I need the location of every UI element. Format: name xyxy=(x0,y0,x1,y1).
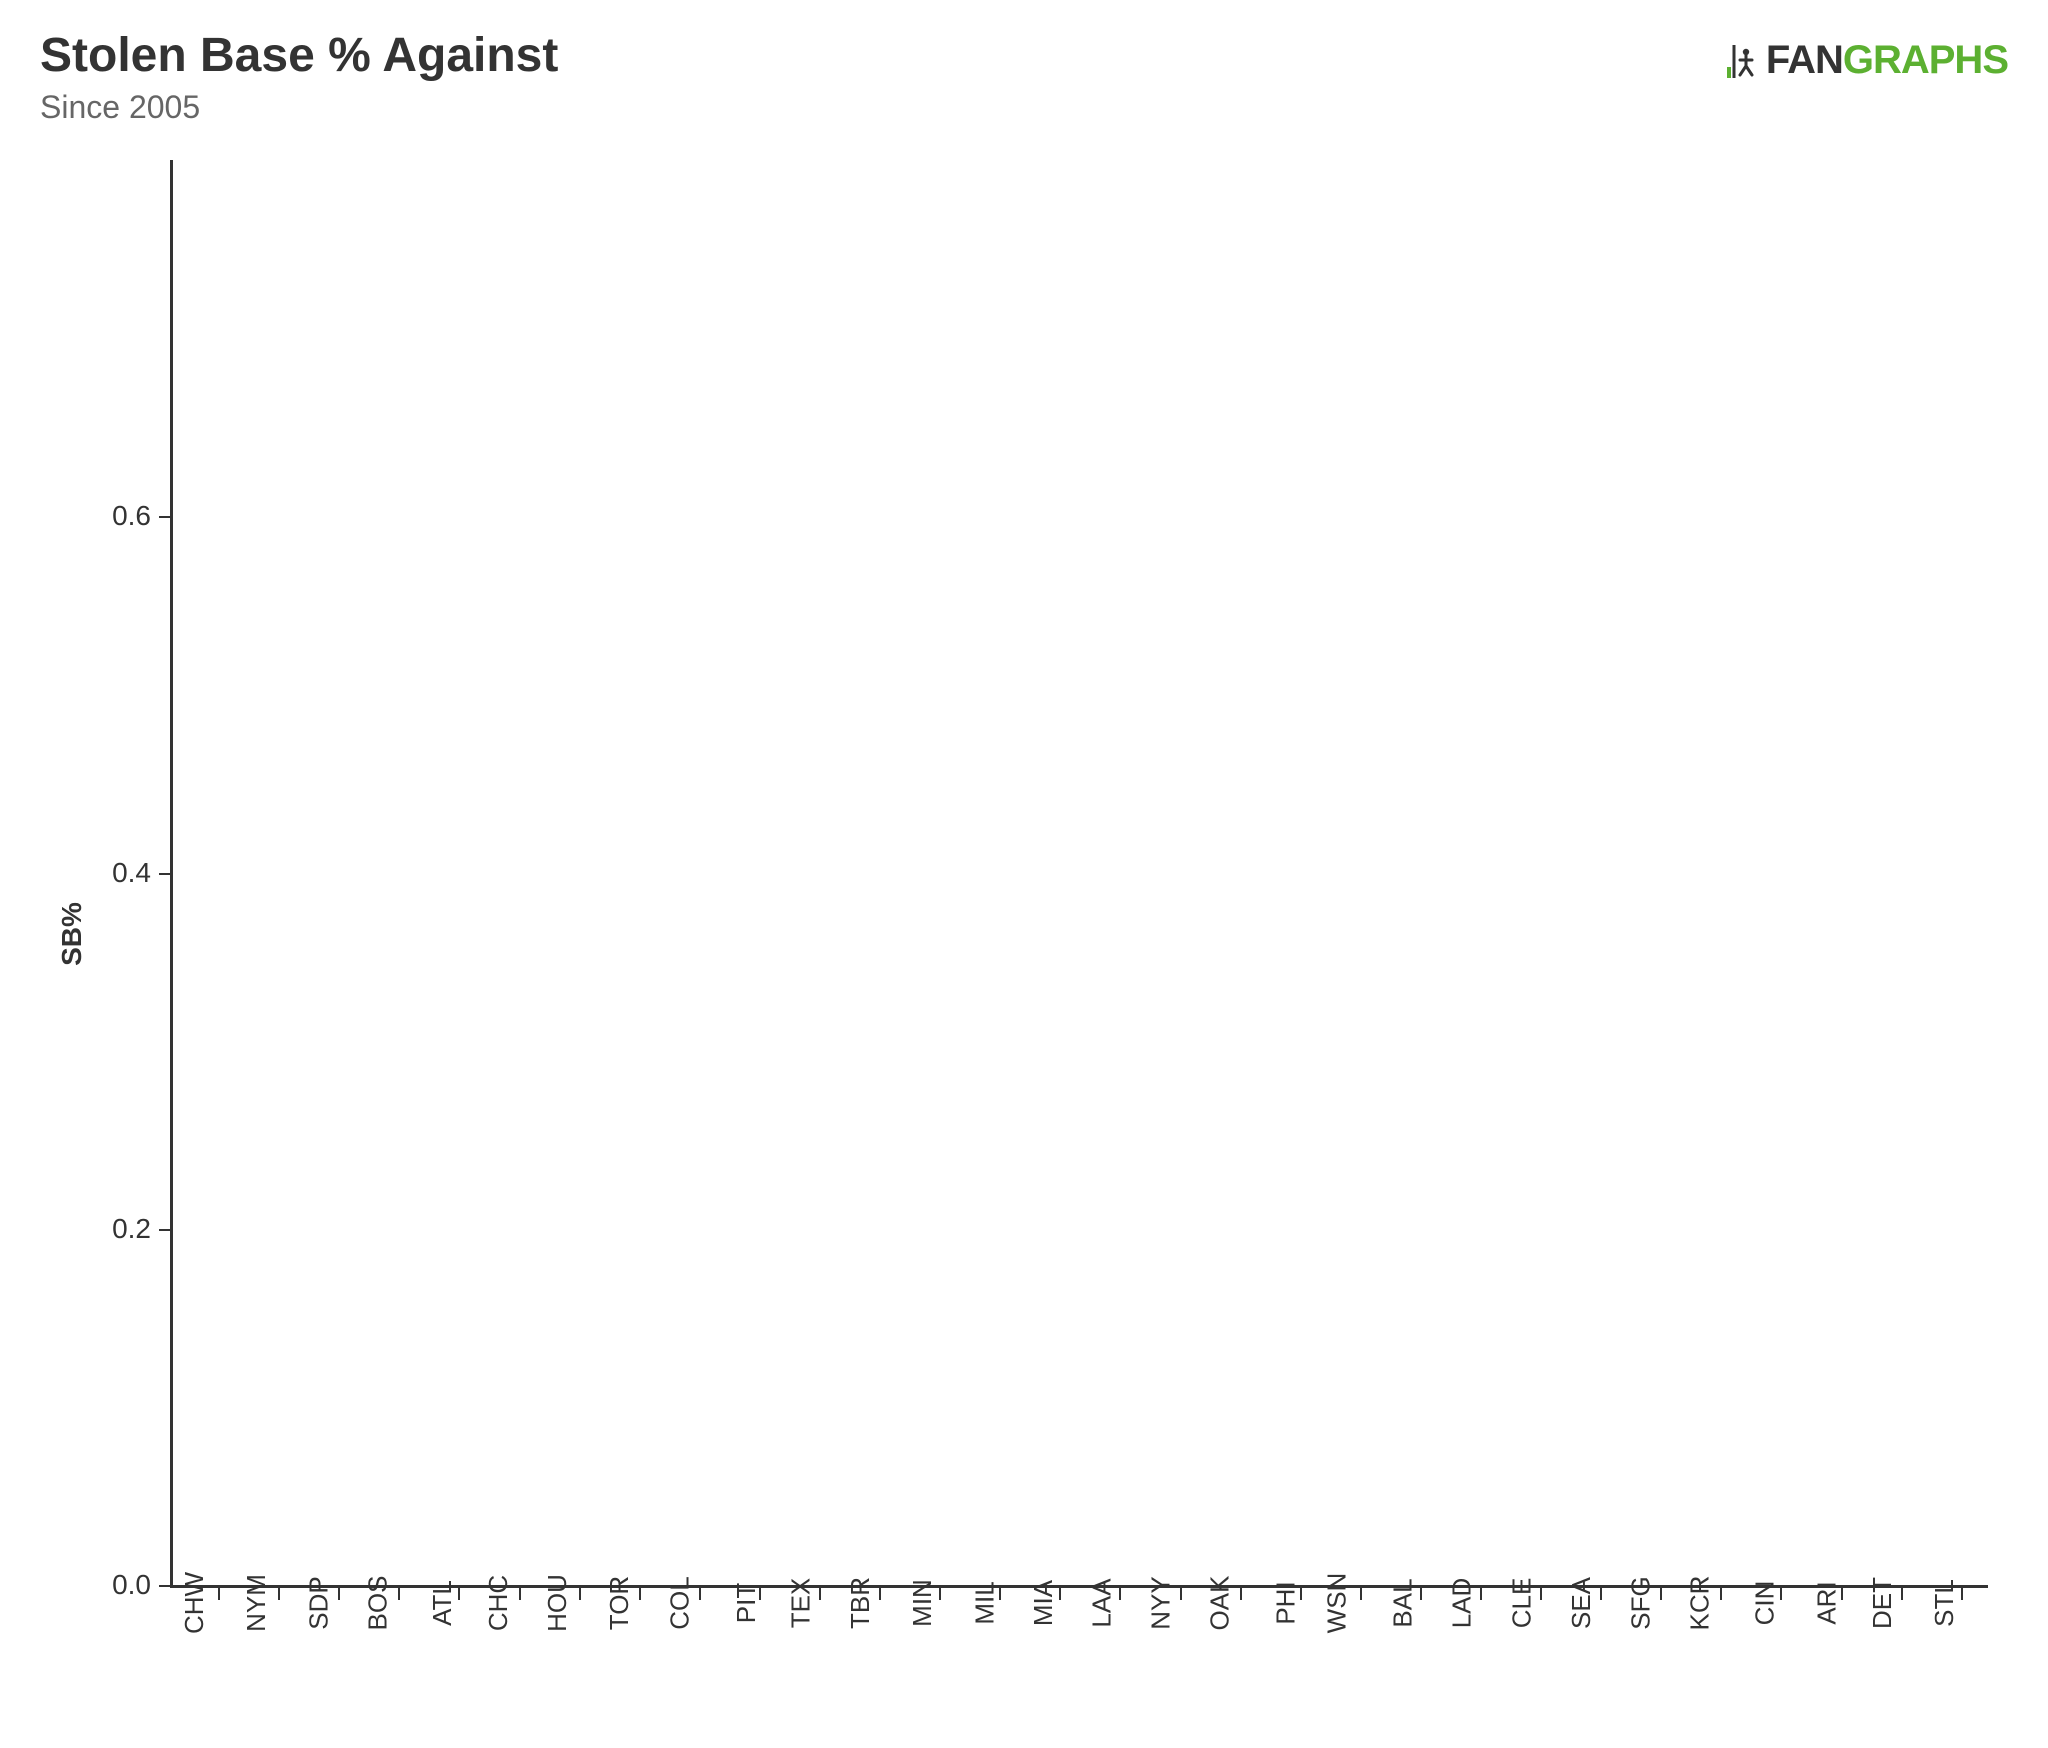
x-tick xyxy=(879,1588,881,1600)
x-tick xyxy=(1240,1588,1242,1600)
x-tick-label: ATL xyxy=(428,1580,459,1626)
x-tick-label: LAD xyxy=(1447,1578,1478,1629)
x-tick-label: BOS xyxy=(363,1576,394,1631)
x-tick-label: ARI xyxy=(1811,1581,1842,1624)
x-tick-label: NYM xyxy=(241,1574,272,1632)
fangraphs-logo: FANGRAPHS xyxy=(1726,38,2008,83)
x-tick-label: COL xyxy=(664,1576,695,1629)
logo-bar-icon xyxy=(1727,67,1731,78)
x-tick xyxy=(398,1588,400,1600)
x-tick-label: CLE xyxy=(1507,1578,1538,1629)
x-tick xyxy=(1059,1588,1061,1600)
y-tick-label: 0.2 xyxy=(112,1213,151,1245)
x-tick xyxy=(1660,1588,1662,1600)
y-tick-label: 0.6 xyxy=(112,500,151,532)
x-tick xyxy=(1180,1588,1182,1600)
x-tick xyxy=(1961,1588,1963,1600)
x-tick xyxy=(278,1588,280,1600)
x-tick-label: TBR xyxy=(845,1577,876,1629)
y-tick xyxy=(159,873,173,875)
x-tick-label: BAL xyxy=(1387,1578,1418,1627)
chart-title: Stolen Base % Against xyxy=(40,30,558,83)
x-tick xyxy=(1360,1588,1362,1600)
x-tick-label: OAK xyxy=(1204,1576,1235,1631)
y-axis-label: SB% xyxy=(56,902,88,966)
x-tick-label: CIN xyxy=(1750,1581,1781,1626)
x-tick-label: DET xyxy=(1867,1577,1898,1629)
x-tick xyxy=(1901,1588,1903,1600)
x-tick xyxy=(1540,1588,1542,1600)
y-tick xyxy=(159,516,173,518)
x-tick xyxy=(1600,1588,1602,1600)
y-tick-label: 0.4 xyxy=(112,857,151,889)
header: Stolen Base % Against Since 2005 FANGRAP… xyxy=(40,30,2008,126)
y-tick xyxy=(159,1229,173,1231)
x-tick-label: CHW xyxy=(179,1572,210,1634)
x-tick xyxy=(1480,1588,1482,1600)
x-tick-label: SDP xyxy=(304,1576,335,1629)
x-tick-label: TEX xyxy=(786,1578,817,1629)
x-tick xyxy=(1780,1588,1782,1600)
x-tick-label: CHC xyxy=(482,1575,513,1631)
x-tick-label: NYY xyxy=(1145,1576,1176,1629)
fangraphs-icon xyxy=(1726,43,1762,79)
x-tick xyxy=(519,1588,521,1600)
x-tick-label: TOR xyxy=(603,1576,634,1630)
x-tick xyxy=(639,1588,641,1600)
x-tick-label: WSN xyxy=(1321,1573,1352,1634)
logo-text-fan: FAN xyxy=(1766,38,1843,82)
x-tick xyxy=(939,1588,941,1600)
x-tick-label: PHI xyxy=(1270,1581,1301,1624)
x-tick xyxy=(338,1588,340,1600)
x-tick xyxy=(1720,1588,1722,1600)
x-tick-label: HOU xyxy=(542,1574,573,1632)
x-tick-label: SEA xyxy=(1566,1577,1597,1629)
logo-text-graphs: GRAPHS xyxy=(1843,38,2008,82)
x-tick xyxy=(1119,1588,1121,1600)
x-tick-label: PIT xyxy=(731,1583,762,1623)
fangraphs-wordmark: FANGRAPHS xyxy=(1766,38,2008,83)
x-tick xyxy=(579,1588,581,1600)
x-tick xyxy=(458,1588,460,1600)
x-tick-label: STL xyxy=(1929,1579,1960,1627)
bars-group: CHWNYMSDPBOSATLCHCHOUTORCOLPITTEXTBRMINM… xyxy=(191,160,1988,1585)
x-tick xyxy=(699,1588,701,1600)
plot-region: CHWNYMSDPBOSATLCHCHOUTORCOLPITTEXTBRMINM… xyxy=(170,160,1988,1588)
x-tick-label: MIA xyxy=(1028,1580,1059,1626)
y-tick xyxy=(159,1585,173,1587)
x-tick xyxy=(819,1588,821,1600)
logo-body-icon xyxy=(1740,55,1752,75)
chart-container: Stolen Base % Against Since 2005 FANGRAP… xyxy=(0,0,2048,1748)
y-tick-label: 0.0 xyxy=(112,1569,151,1601)
x-tick-label: MIN xyxy=(907,1579,938,1627)
title-block: Stolen Base % Against Since 2005 xyxy=(40,30,558,126)
chart-subtitle: Since 2005 xyxy=(40,89,558,126)
chart-area: SB% CHWNYMSDPBOSATLCHCHOUTORCOLPITTEXTBR… xyxy=(40,160,2008,1708)
x-tick xyxy=(1420,1588,1422,1600)
x-tick-label: KCR xyxy=(1685,1576,1716,1631)
x-tick-label: LAA xyxy=(1087,1578,1118,1627)
x-tick-label: SFG xyxy=(1626,1576,1657,1629)
x-tick-label: MIL xyxy=(970,1581,1001,1624)
x-tick xyxy=(218,1588,220,1600)
